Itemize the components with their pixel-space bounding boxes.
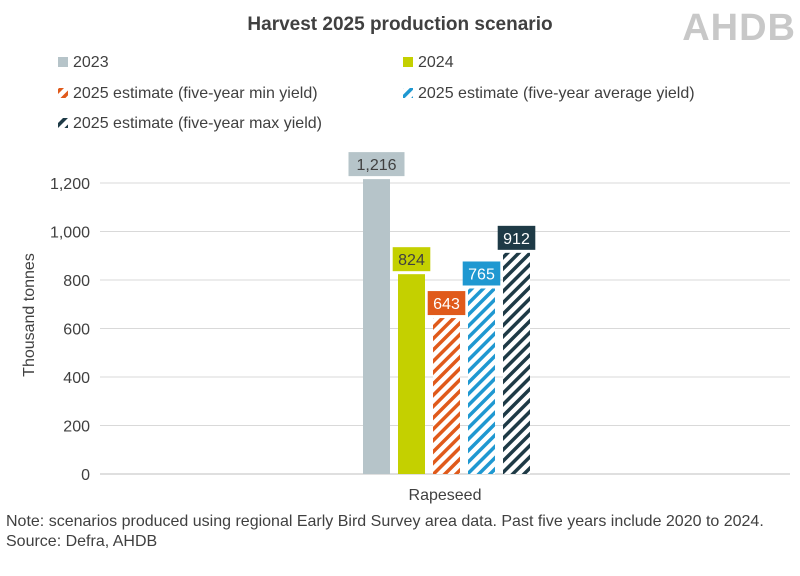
bar-5 [503,252,530,474]
data-labels: 1,216 824 643 765 912 [348,152,536,316]
y-tick-label: 1,000 [50,225,90,242]
chart: Harvest 2025 production scenario AHDB 20… [21,7,796,504]
bars [363,179,530,474]
data-label: 824 [398,252,425,269]
x-axis: Rapeseed [409,487,482,504]
legend-item: 2023 [73,54,109,71]
bar-4 [468,288,495,474]
data-label-box [392,247,431,272]
y-tick-label: 0 [81,467,90,484]
legend-item: 2025 estimate (five-year average yield) [418,85,695,102]
x-category-label: Rapeseed [409,487,482,504]
legend-swatch [403,57,413,67]
chart-notes: Note: scenarios produced using regional … [6,512,796,552]
y-axis: 0 200 400 600 800 1,000 1,200 [50,176,90,484]
ahdb-logo: AHDB [682,7,796,49]
legend-item: 2024 [418,54,454,71]
legend-item: 2025 estimate (five-year max yield) [73,115,322,132]
y-tick-label: 1,200 [50,176,90,193]
data-label-box [427,291,466,316]
legend-swatch [58,88,68,98]
source-text: Source: Defra, AHDB [6,533,158,550]
y-axis-label: Thousand tonnes [21,253,38,377]
data-label: 912 [503,231,530,248]
y-tick-label: 200 [63,419,90,436]
bar-3 [433,318,460,474]
data-label: 1,216 [356,157,396,174]
note-text: Note: scenarios produced using regional … [6,513,764,530]
data-label: 765 [468,266,495,283]
chart-title: Harvest 2025 production scenario [247,14,552,35]
bar-1 [363,179,390,474]
y-tick-label: 400 [63,370,90,387]
data-label-box [348,152,405,177]
y-tick-label: 800 [63,273,90,290]
y-tick-label: 600 [63,322,90,339]
legend-swatch [58,57,68,67]
legend: 2023 2024 2025 estimate (five-year min yie… [58,54,695,132]
legend-item: 2025 estimate (five-year min yield) [73,85,318,102]
legend-swatch [403,88,413,98]
data-label: 643 [433,296,460,313]
bar-2 [398,274,425,474]
data-label-box [497,225,536,250]
data-label-box [462,261,501,286]
legend-swatch [58,118,68,128]
